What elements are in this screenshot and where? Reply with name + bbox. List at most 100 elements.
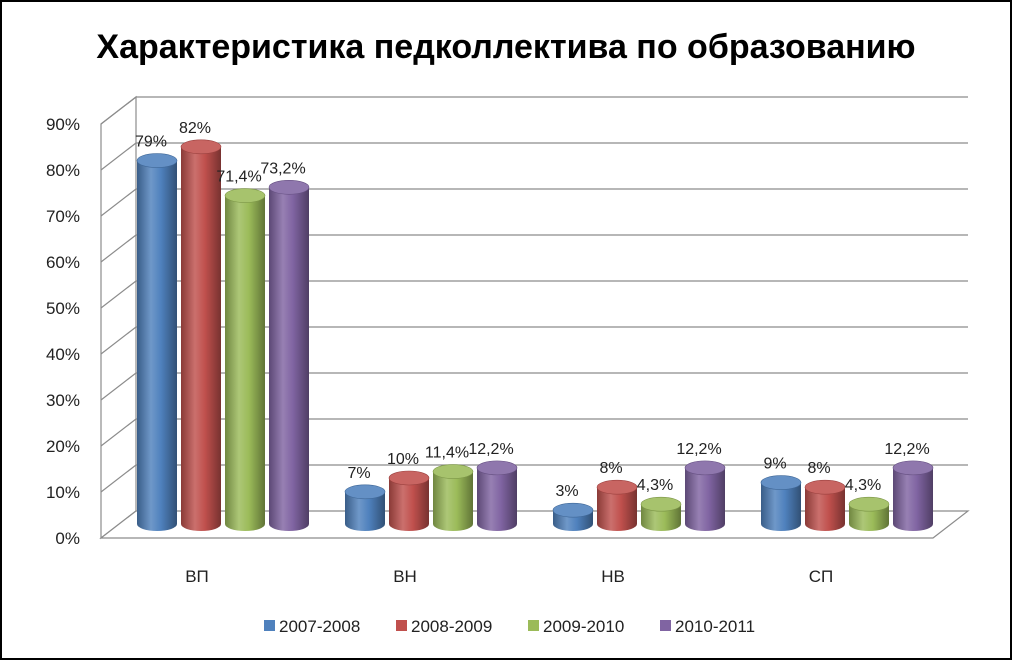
bar xyxy=(552,502,594,531)
data-label: 12,2% xyxy=(676,441,721,458)
bar-body xyxy=(137,160,177,531)
bar-top xyxy=(476,460,518,476)
bar xyxy=(476,460,518,531)
bar-top xyxy=(892,460,934,476)
bar xyxy=(432,464,474,531)
legend-label: 2008-2009 xyxy=(411,617,492,636)
bar xyxy=(640,496,682,531)
bar xyxy=(268,179,310,531)
data-label: 4,3% xyxy=(637,477,673,494)
data-label: 82% xyxy=(179,120,211,137)
legend-item: 2009-2010 xyxy=(528,617,624,636)
gridline xyxy=(100,372,968,401)
data-label: 12,2% xyxy=(884,441,929,458)
gridline xyxy=(100,326,968,355)
bar-top xyxy=(268,179,310,195)
bar xyxy=(388,470,430,531)
data-label: 9% xyxy=(763,456,786,473)
bar xyxy=(804,479,846,531)
data-label: 7% xyxy=(347,465,370,482)
data-label: 10% xyxy=(387,451,419,468)
bar xyxy=(224,188,266,531)
bar-top xyxy=(180,139,222,155)
chart-title: Характеристика педколлектива по образова… xyxy=(96,28,915,66)
bar xyxy=(596,479,638,531)
bar-body xyxy=(685,467,725,531)
gridline xyxy=(100,188,968,217)
legend: 2007-2008 2008-2009 2009-2010 2010-2011 xyxy=(264,617,755,636)
bars xyxy=(136,139,934,532)
chart-walls xyxy=(99,95,970,540)
bar-top xyxy=(224,188,266,203)
y-tick-label: 50% xyxy=(46,299,80,318)
bar-body xyxy=(225,195,265,531)
bar-body xyxy=(477,467,517,531)
gridline xyxy=(100,96,968,125)
legend-swatch xyxy=(528,620,539,631)
bar-top xyxy=(432,464,474,479)
data-label: 4,3% xyxy=(845,477,881,494)
bar-body xyxy=(433,471,473,531)
data-label: 12,2% xyxy=(468,441,513,458)
bar-top xyxy=(596,479,638,495)
legend-swatch xyxy=(660,620,671,631)
data-label: 11,4% xyxy=(425,445,469,462)
gridlines xyxy=(100,96,968,493)
bar-top xyxy=(760,475,802,490)
y-tick-label: 40% xyxy=(46,345,80,364)
y-tick-label: 90% xyxy=(46,115,80,134)
legend-item: 2008-2009 xyxy=(396,617,492,636)
data-label: 79% xyxy=(135,134,167,151)
bar xyxy=(892,460,934,531)
bar xyxy=(684,460,726,531)
category-label: ВП xyxy=(185,567,209,586)
side-wall xyxy=(100,95,137,540)
bar-top xyxy=(388,470,430,486)
bar xyxy=(760,475,802,531)
floor xyxy=(99,510,970,539)
data-label: 8% xyxy=(599,460,622,477)
bar-top xyxy=(552,502,594,518)
gridline xyxy=(100,418,968,447)
legend-swatch xyxy=(396,620,407,631)
bar-top xyxy=(848,496,890,512)
bar-body xyxy=(761,482,801,531)
gridline xyxy=(100,234,968,263)
bar xyxy=(344,484,386,531)
legend-label: 2010-2011 xyxy=(675,617,755,636)
legend-label: 2007-2008 xyxy=(279,617,360,636)
data-label: 73,2% xyxy=(260,160,305,177)
bar xyxy=(180,139,222,532)
legend-item: 2010-2011 xyxy=(660,617,755,636)
bar-top xyxy=(804,479,846,495)
bar-body xyxy=(181,146,221,532)
gridline xyxy=(100,142,968,171)
x-axis-categories: ВП ВН НВ СП xyxy=(185,567,833,586)
bar-body xyxy=(389,478,429,531)
category-label: ВН xyxy=(393,567,417,586)
bar-body xyxy=(597,487,637,531)
y-tick-label: 0% xyxy=(55,529,80,548)
data-label: 8% xyxy=(807,460,830,477)
bar-body xyxy=(641,504,681,531)
bar-top xyxy=(640,496,682,512)
bar-body xyxy=(893,467,933,531)
y-tick-label: 80% xyxy=(46,161,80,180)
bar xyxy=(136,153,178,531)
y-tick-label: 20% xyxy=(46,437,80,456)
y-tick-label: 70% xyxy=(46,207,80,226)
y-tick-label: 60% xyxy=(46,253,80,272)
bar-body xyxy=(849,504,889,531)
bar-top xyxy=(684,460,726,476)
data-label: 3% xyxy=(555,483,578,500)
bar-top xyxy=(136,153,178,168)
data-labels: 79%82%71,4%73,2%7%10% 11,4% 12,2%3%8%4,3%1… xyxy=(135,120,930,500)
legend-item: 2007-2008 xyxy=(264,617,360,636)
legend-label: 2009-2010 xyxy=(543,617,624,636)
y-tick-label: 30% xyxy=(46,391,80,410)
bar xyxy=(848,496,890,531)
bar-body xyxy=(805,487,845,531)
category-label: НВ xyxy=(601,567,625,586)
